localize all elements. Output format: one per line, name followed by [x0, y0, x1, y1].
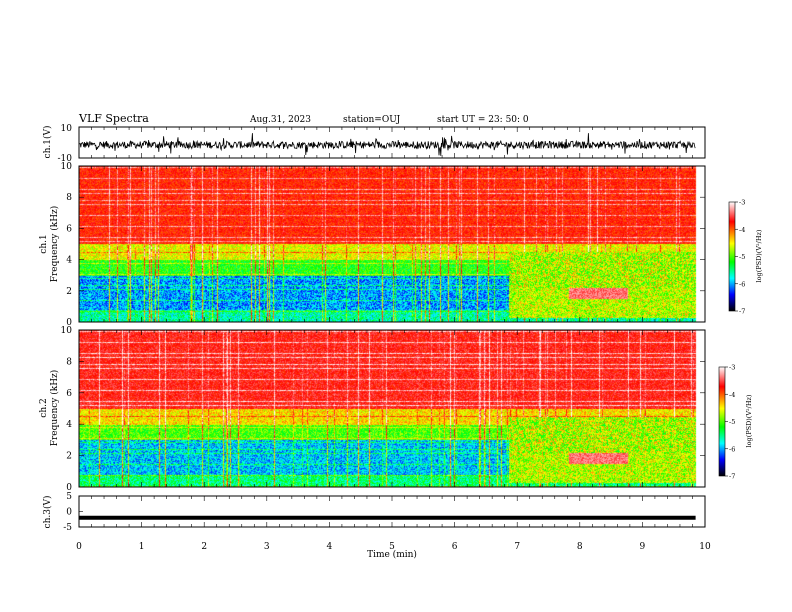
ch2-spectrogram-ytick-label: 4: [66, 420, 72, 430]
ch2-colorbar: -3 -4 -5 -6 -7 log(PSD)(V²/Hz): [718, 364, 753, 481]
ch2-spectrogram-panel: 0 2 4 6 8 10 ch.2 Frequency (kHz): [39, 326, 706, 493]
ch2-colorbar-tick-label: -3: [729, 364, 735, 372]
ch1-colorbar-label: log(PSD)(V²/Hz): [755, 229, 763, 282]
ch1-colorbar-tick-label: -7: [739, 308, 745, 316]
ch3-signal-ytick-label: -5: [63, 523, 72, 533]
ch3-signal-panel: 5 0 -5 ch.3(V): [42, 492, 706, 533]
ch1-waveform-ytick-bottom: -10: [58, 154, 73, 164]
ch2-spectrogram-ytick-label: 0: [66, 483, 72, 493]
ch1-waveform-panel: 10 -10 ch.1(V): [42, 124, 706, 164]
ch2-spectrogram-ytick-label: 6: [66, 389, 72, 399]
ch2-spectrogram-ytick-label: 2: [66, 452, 72, 462]
ch1-colorbar-tick-label: -5: [739, 253, 745, 261]
ch1-waveform-line: [78, 133, 696, 156]
ch1-spectrogram-ytick-label: 8: [66, 193, 72, 203]
x-axis-label: Time (min): [367, 549, 417, 560]
ch2-spectrogram-ylabel-frequency: Frequency (kHz): [49, 370, 60, 447]
ch1-spectrogram-ylabel-frequency: Frequency (kHz): [49, 206, 60, 283]
ch2-spectrogram-ylabel-channel: ch.2: [39, 398, 49, 417]
ch2-colorbar-tick-label: -4: [729, 391, 735, 399]
ch3-signal-ylabel: ch.3(V): [42, 496, 53, 529]
x-tick-label: 4: [327, 542, 333, 552]
ch2-colorbar-gradient: [718, 366, 726, 477]
ch1-spectrogram-image: [79, 166, 705, 322]
ch2-spectrogram-ytick-label: 10: [61, 326, 73, 336]
ch2-colorbar-label: log(PSD)(V²/Hz): [745, 394, 753, 447]
x-tick-label: 0: [76, 542, 82, 552]
station-label: station=OUJ: [343, 115, 401, 125]
ch2-colorbar-tick-label: -7: [729, 473, 735, 481]
ch1-spectrogram-ytick-label: 0: [66, 318, 72, 328]
ch1-colorbar-tick-label: -6: [739, 280, 745, 288]
ch1-colorbar-tick-label: -3: [739, 199, 745, 207]
x-tick-label: 8: [577, 542, 583, 552]
ch1-spectrogram-ytick-label: 10: [61, 162, 73, 172]
ch3-signal-ytick-label: 5: [66, 492, 72, 502]
ch1-spectrogram-panel: 0 2 4 6 8 10 ch.1 Frequency (kHz): [39, 162, 706, 328]
x-tick-label: 9: [640, 542, 646, 552]
ch2-colorbar-tick-label: -5: [729, 418, 735, 426]
ch1-colorbar: -3 -4 -5 -6 -7 log(PSD)(V²/Hz): [728, 199, 763, 316]
ch1-waveform-ylabel: ch.1(V): [42, 126, 53, 159]
x-tick-label: 2: [201, 542, 207, 552]
ch1-colorbar-tick-label: -4: [739, 226, 745, 234]
ch1-spectrogram-ylabel-channel: ch.1: [39, 234, 49, 253]
x-tick-label: 3: [264, 542, 270, 552]
ch1-colorbar-gradient: [728, 201, 736, 312]
x-tick-label: 10: [699, 542, 711, 552]
ch2-colorbar-tick-label: -6: [729, 445, 735, 453]
ch1-waveform-ytick-top: 10: [61, 124, 73, 134]
x-axis: 0 1 2 3 4 5 6 7 8 9 10: [76, 542, 711, 552]
x-tick-label: 7: [514, 542, 520, 552]
ch2-spectrogram-image: [79, 330, 705, 487]
x-tick-label: 6: [452, 542, 458, 552]
ch1-spectrogram-ytick-label: 2: [66, 287, 72, 297]
start-time-label: start UT = 23: 50: 0: [437, 115, 529, 125]
ch1-spectrogram-ytick-label: 6: [66, 224, 72, 234]
ch1-spectrogram-ytick-label: 4: [66, 256, 72, 266]
ch2-spectrogram-ytick-label: 8: [66, 357, 72, 367]
date-label: Aug.31, 2023: [249, 115, 311, 125]
x-tick-label: 1: [139, 542, 145, 552]
x-tick-label: 5: [389, 542, 395, 552]
ch3-signal-ytick-label: 0: [66, 508, 72, 518]
figure-title: VLF Spectra: [78, 112, 149, 125]
